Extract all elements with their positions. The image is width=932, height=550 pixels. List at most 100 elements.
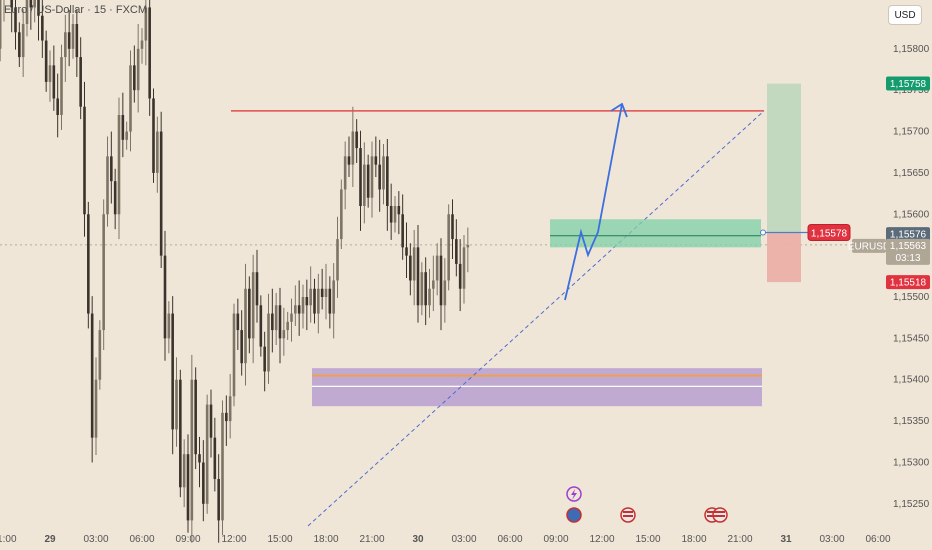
entry-price-label-bg[interactable] [807, 223, 851, 241]
x-tick-label: 21:00 [359, 534, 384, 545]
candle-body [443, 280, 447, 306]
candle-body [355, 131, 358, 149]
candle-body [159, 131, 163, 256]
candle-body [163, 255, 167, 339]
flag-stripe [715, 515, 725, 517]
candle-body [41, 15, 44, 41]
candle-body [64, 32, 67, 58]
x-tick-label: 29 [44, 534, 56, 545]
candle-body [225, 412, 228, 422]
x-tick-label: 06:00 [865, 534, 890, 545]
candle-body [75, 23, 79, 58]
candle-body [136, 48, 140, 91]
candle-body [190, 379, 194, 521]
support-zone [312, 368, 762, 407]
candle-body [447, 214, 450, 281]
candle-body [320, 288, 324, 298]
candle-body [56, 98, 59, 115]
candle-body [121, 114, 125, 140]
projection-arrow [564, 103, 623, 301]
candle-body [48, 65, 52, 82]
candle-body [37, 0, 40, 16]
currency-button[interactable]: USD [888, 5, 922, 25]
candle-body [240, 330, 243, 364]
candle-body [412, 247, 416, 281]
last-price-bg [886, 238, 930, 265]
candle-body [432, 280, 435, 289]
candle-body [458, 263, 462, 289]
candle-body [182, 454, 186, 488]
candle-body [389, 206, 393, 223]
candle-body [401, 214, 404, 248]
candle-body [351, 131, 355, 165]
candle-body [309, 288, 312, 306]
x-tick-label: 12:00 [221, 534, 246, 545]
x-tick-label: 03:00 [819, 534, 844, 545]
candle-body [202, 462, 205, 504]
stop-price-label-bg [886, 275, 930, 290]
candle-body [244, 288, 247, 364]
entry-handle[interactable] [760, 229, 766, 236]
candle-body [83, 106, 86, 215]
prev-price-label: 1,15576 [890, 230, 927, 241]
y-tick-label: 1,15250 [893, 499, 930, 510]
candle-body [52, 65, 56, 99]
flag-stripe [707, 515, 717, 517]
candle-body [359, 148, 362, 207]
candle-body [428, 288, 431, 306]
candle-body [409, 255, 412, 281]
candle-body [435, 255, 439, 281]
candle-body [324, 288, 328, 298]
x-tick-label: 06:00 [497, 534, 522, 545]
candle-body [194, 379, 197, 455]
candle-body [393, 206, 397, 223]
candle-body [213, 437, 217, 480]
candle-body [25, 0, 29, 24]
candle-body [405, 247, 408, 256]
candle-body [144, 7, 148, 41]
candle-body [236, 313, 240, 331]
candle-body [152, 98, 155, 173]
candle-body [125, 131, 128, 140]
price-axis[interactable] [882, 0, 932, 550]
candle-body [455, 239, 458, 264]
candle-body [451, 214, 454, 240]
symbol-tag-bg [852, 238, 886, 253]
candle-body [317, 288, 320, 314]
candle-body [79, 57, 82, 107]
candle-body [328, 288, 332, 314]
candle-body [33, 0, 36, 8]
target-price-label-bg [886, 76, 930, 91]
last-price-label: 1,15563 [890, 241, 927, 252]
eu-event-icon[interactable] [566, 507, 582, 523]
candle-body [113, 181, 117, 215]
candle-body [313, 288, 316, 314]
candle-body [110, 156, 113, 182]
symbol-title: Euro / US-Dollar · 15 · FXCM [4, 4, 148, 16]
y-tick-label: 1,15700 [893, 127, 930, 138]
candle-body [198, 454, 201, 463]
x-tick-label: 03:00 [451, 534, 476, 545]
candle-body [0, 0, 2, 49]
countdown-label: 03:13 [895, 253, 920, 264]
candle-body [217, 479, 220, 521]
candle-body [301, 297, 305, 314]
x-tick-label: 09:00 [175, 534, 200, 545]
candle-body [171, 313, 174, 430]
candle-body [336, 239, 339, 281]
candle-body [18, 32, 21, 58]
candle-body [462, 247, 466, 289]
y-tick-label: 1,15400 [893, 375, 930, 386]
candle-body [263, 346, 266, 372]
y-tick-label: 1,15600 [893, 209, 930, 220]
symbol-tag: EURUSD [848, 241, 890, 252]
flag-stripe [623, 511, 633, 513]
target-box [767, 83, 801, 233]
candle-body [424, 272, 427, 306]
y-tick-label: 1,15650 [893, 168, 930, 179]
x-tick-label: 06:00 [129, 534, 154, 545]
candle-body [343, 156, 347, 190]
x-tick-label: 15:00 [267, 534, 292, 545]
